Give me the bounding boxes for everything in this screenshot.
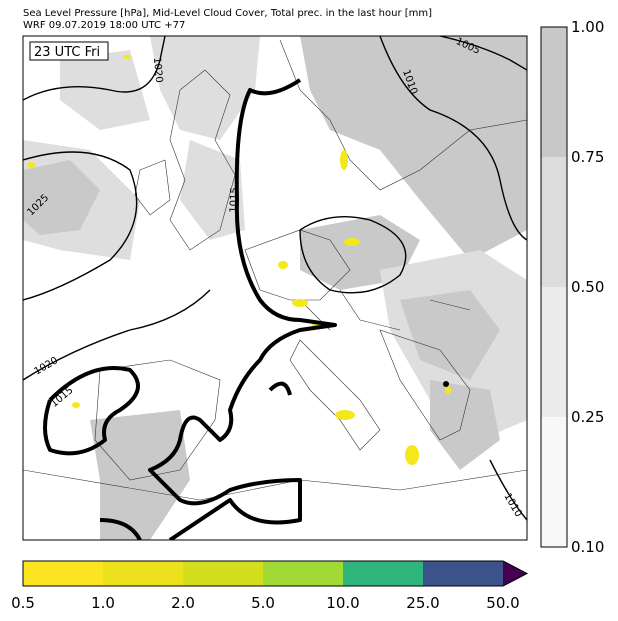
title-line: Sea Level Pressure [hPa], Mid-Level Clou…	[23, 8, 432, 19]
colorbar-tick-label: 0.75	[571, 148, 604, 166]
colorbar-tick-label: 5.0	[251, 594, 275, 612]
colorbar-segment	[541, 287, 567, 417]
colorbar-tick-label: 1.0	[91, 594, 115, 612]
colorbar-segment	[343, 561, 423, 586]
time-box	[29, 41, 109, 61]
cloud-cover	[23, 36, 527, 540]
map: 1020 1010 1005 1015 1025 1020 1015 1010	[23, 36, 527, 540]
colorbar-segment	[541, 157, 567, 287]
colorbar-segment	[183, 561, 263, 586]
isobar-label: 1020	[151, 57, 164, 83]
colorbar-segment	[23, 561, 103, 586]
time-label: 23 UTC Fri	[34, 45, 100, 60]
colorbar-tick-label: 0.25	[571, 408, 604, 426]
colorbar-tick-label: 50.0	[486, 594, 519, 612]
colorbar-tick-label: 2.0	[171, 594, 195, 612]
colorbar-extend	[503, 561, 527, 586]
cloud-colorbar: 1.00 0.75 0.50 0.25 0.10	[540, 18, 604, 556]
colorbar-tick-label: 10.0	[326, 594, 359, 612]
colorbar-tick-label: 1.00	[571, 18, 604, 36]
colorbar-tick-label: 0.50	[571, 278, 604, 296]
colorbar-frame	[22, 560, 529, 587]
colorbar-segment	[541, 417, 567, 547]
precipitation	[27, 55, 451, 465]
colorbar-frame	[540, 26, 568, 548]
colorbar-tick-label: 25.0	[406, 594, 439, 612]
precip-colorbar: 0.5 1.0 2.0 5.0 10.0 25.0 50.0	[11, 560, 529, 612]
subtitle-line: WRF 09.07.2019 18:00 UTC +77	[23, 20, 185, 31]
isobar-label: 1015	[229, 187, 241, 213]
isobars	[23, 36, 527, 540]
colorbar-segment	[103, 561, 183, 586]
colorbar-tick-label: 0.5	[11, 594, 35, 612]
colorbar-tick-label: 0.10	[571, 538, 604, 556]
colorbar-segment	[263, 561, 343, 586]
city-dot	[443, 381, 449, 387]
colorbar-segment	[541, 27, 567, 157]
map-frame	[22, 35, 528, 541]
colorbar-segment	[423, 561, 503, 586]
